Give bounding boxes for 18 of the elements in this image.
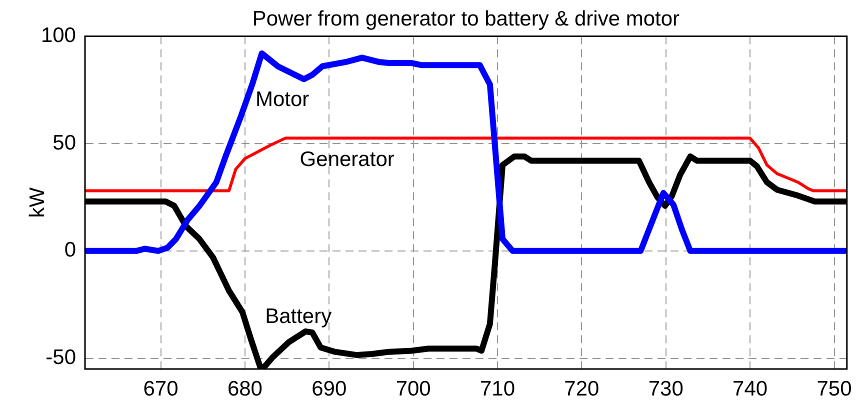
y-axis-title: kW [26,187,49,218]
x-tick-label: 670 [143,377,178,400]
x-tick-label: 700 [396,377,431,400]
series-label: Battery [265,304,332,328]
x-tick-label: 680 [227,377,262,400]
series-label: Generator [300,148,394,171]
x-tick-label: 750 [816,377,852,400]
y-tick-label: 50 [52,131,76,154]
x-tick-label: 720 [564,377,600,400]
x-tick-label: 730 [648,377,684,400]
y-tick-label: 100 [40,24,76,47]
x-tick-label: 710 [480,377,516,400]
x-tick-label: 740 [732,377,768,400]
y-tick-label: -50 [46,346,76,370]
y-tick-label: 0 [64,238,76,262]
chart-title: Power from generator to battery & drive motor [252,7,680,30]
series-label: Motor [255,88,310,111]
x-tick-label: 690 [312,377,347,400]
